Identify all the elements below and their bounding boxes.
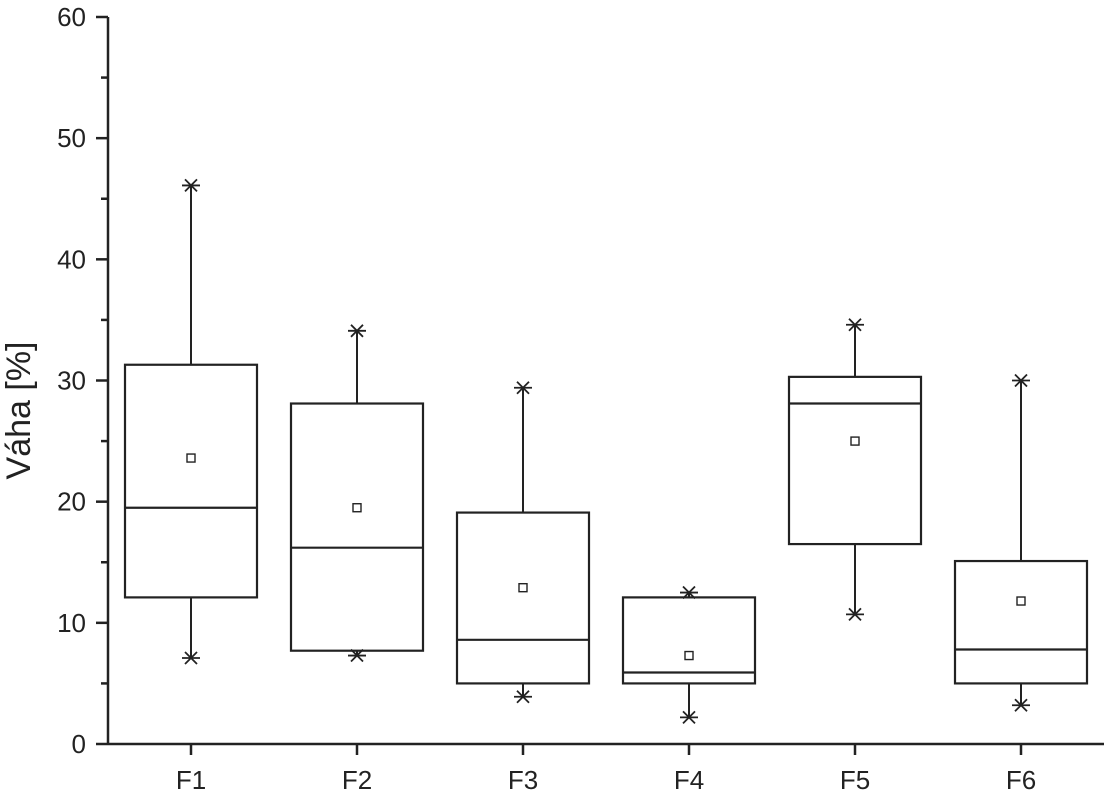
box-f6	[953, 373, 1089, 712]
y-axis-title: Váha [%]	[0, 342, 38, 480]
box-f3	[455, 381, 591, 704]
x-tick-label: F2	[342, 765, 372, 795]
max-marker-d2	[682, 585, 696, 600]
y-axis-ticks: 0 10 20 30 40 50 60	[57, 2, 108, 759]
x-tick-label: F5	[840, 765, 870, 795]
mean-marker	[186, 453, 196, 463]
y-tick-label: 10	[57, 608, 86, 638]
max-marker	[182, 178, 200, 193]
min-marker	[182, 651, 200, 665]
max-marker	[1012, 373, 1030, 388]
iqr-box	[953, 559, 1089, 685]
y-tick-label: 60	[57, 2, 86, 32]
mean-marker	[1016, 596, 1026, 606]
max-marker-d2	[350, 324, 364, 338]
max-marker-d2	[516, 381, 530, 395]
max-marker	[348, 324, 366, 338]
y-tick-label: 0	[72, 729, 86, 759]
max-marker-d2	[848, 318, 862, 332]
x-tick-label: F4	[674, 765, 704, 795]
x-tick-label: F6	[1006, 765, 1036, 795]
boxes-layer	[123, 178, 1089, 724]
x-tick-label: F1	[176, 765, 206, 795]
min-marker-d2	[1014, 698, 1028, 712]
min-marker-d2	[516, 690, 530, 704]
box-f1	[123, 178, 259, 665]
min-marker	[846, 607, 864, 621]
min-marker	[1012, 698, 1030, 712]
max-marker	[846, 318, 864, 332]
max-marker	[514, 381, 532, 395]
mean-marker	[850, 436, 860, 446]
min-marker	[348, 648, 366, 663]
iqr-box	[621, 596, 757, 685]
y-tick-label: 30	[57, 366, 86, 396]
y-tick-label: 50	[57, 123, 86, 153]
iqr-box	[289, 402, 425, 652]
y-tick-label: 40	[57, 244, 86, 274]
x-axis-ticks: F1 F2 F3 F4 F5 F6	[176, 744, 1036, 795]
mean-marker	[684, 650, 694, 661]
max-marker	[680, 585, 698, 600]
iqr-box	[787, 375, 923, 546]
x-tick-label: F3	[508, 765, 538, 795]
iqr-box	[455, 511, 591, 685]
box-f2	[289, 324, 425, 663]
iqr-box	[123, 363, 259, 599]
min-marker-d2	[848, 607, 862, 621]
y-tick-label: 20	[57, 487, 86, 517]
min-marker-d2	[682, 710, 696, 724]
mean-marker	[352, 503, 362, 513]
min-marker-d2	[350, 648, 364, 663]
max-marker-d2	[1014, 373, 1028, 388]
max-marker-d2	[184, 178, 198, 193]
box-f5	[787, 318, 923, 621]
min-marker	[514, 690, 532, 704]
box-f4	[621, 585, 757, 724]
min-marker-d2	[184, 651, 198, 665]
mean-marker	[518, 582, 528, 593]
min-marker	[680, 710, 698, 724]
